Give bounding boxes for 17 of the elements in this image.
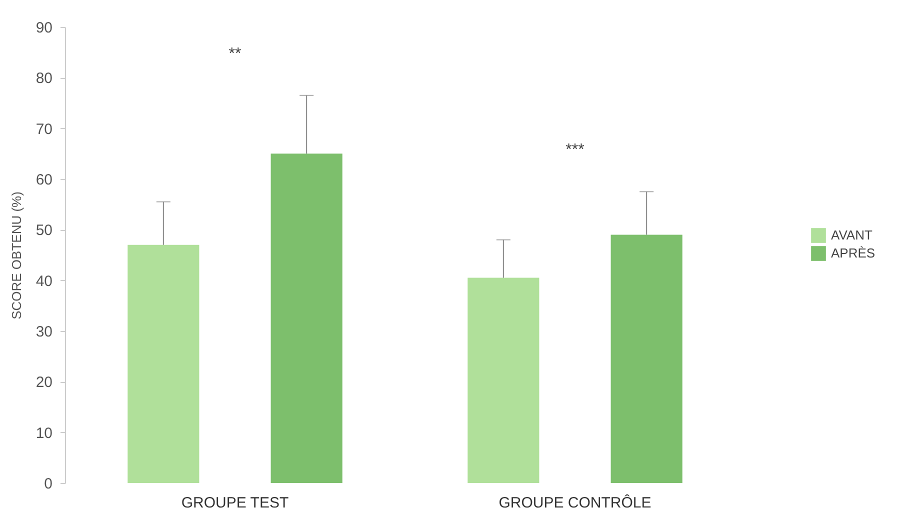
annotation: **	[228, 45, 242, 62]
y-tick-label: 70	[36, 120, 52, 138]
legend-label: APRÈS	[831, 246, 876, 260]
y-tick-label: 60	[36, 172, 52, 188]
annotation: ***	[566, 142, 584, 159]
y-tick-label: 50	[36, 222, 52, 240]
y-tick-label: 40	[36, 272, 52, 290]
x-tick-label: GROUPE CONTRÔLE	[498, 494, 652, 512]
y-tick-label: 10	[36, 424, 52, 442]
y-axis-title: SCORE OBTENU (%)	[8, 192, 24, 320]
x-tick-label: GROUPE TEST	[181, 494, 289, 512]
y-tick-label: 20	[36, 374, 52, 392]
legend-label: AVANT	[831, 228, 872, 242]
y-tick-label: 90	[36, 20, 52, 36]
y-tick-label: 0	[44, 476, 52, 492]
y-tick-label: 30	[36, 324, 52, 340]
y-tick-label: 80	[36, 70, 52, 88]
